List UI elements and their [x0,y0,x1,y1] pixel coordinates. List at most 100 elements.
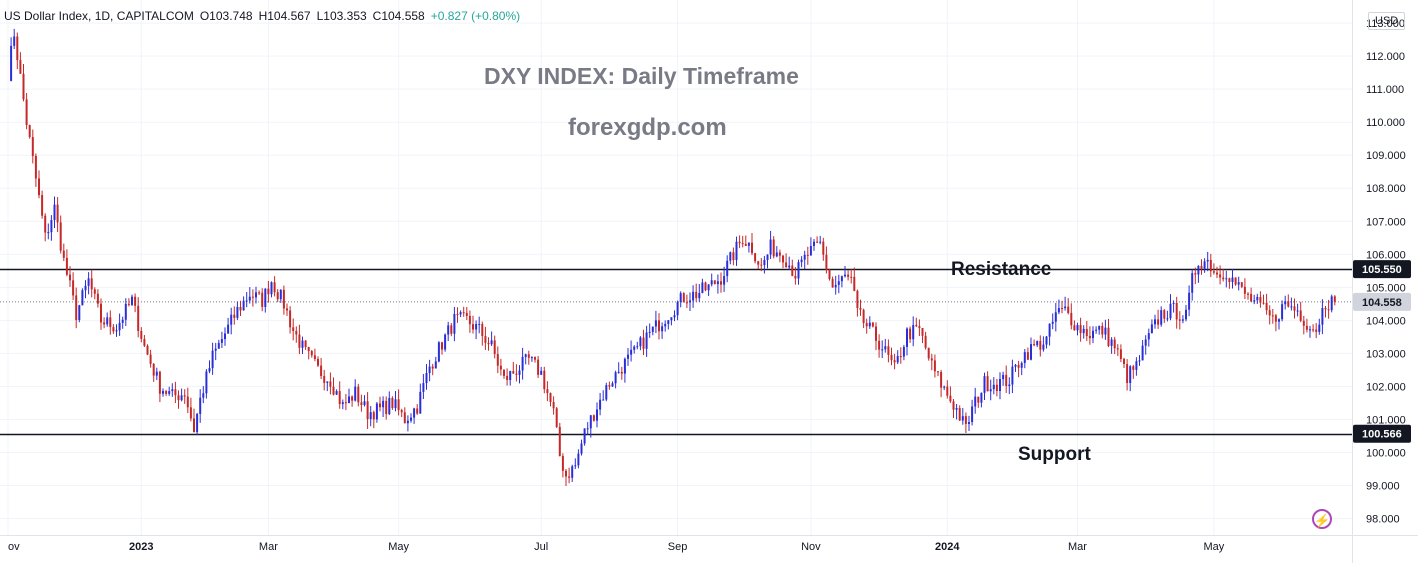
candle-body [964,416,967,425]
candle-body [1188,292,1191,310]
candle-body [540,370,543,375]
candle-body [1268,310,1271,316]
lightning-logo-icon[interactable]: ⚡ [1312,509,1332,529]
time-tick-label: 2024 [935,541,960,553]
candle-body [571,466,574,478]
candle-body [264,288,267,307]
candle-body [295,330,298,335]
candle-body [651,326,654,332]
candle-body [695,291,698,299]
candle-body [397,399,400,411]
candle-body [1318,324,1321,332]
candle-body [112,327,115,332]
candle-body [785,262,788,268]
candle-body [354,386,357,401]
candle-body [115,330,118,332]
candle-body [118,322,121,331]
candle-body [487,342,490,345]
candle-body [465,312,468,316]
candle-body [729,252,732,261]
candle-body [983,376,986,393]
candle-body [1209,259,1212,272]
candle-body [670,317,673,321]
candle-body [871,322,874,327]
candle-body [81,290,84,306]
candle-body [676,302,679,316]
candle-body [1036,340,1039,346]
candle-body [298,334,301,348]
candle-body [639,337,642,347]
candle-body [258,292,261,294]
candle-body [103,322,106,325]
price-badge-label: 105.550 [1362,264,1402,276]
time-axis[interactable]: ov 2023 Mar May Jul Sep Nov 2024 Mar May [8,541,1225,553]
price-tick-label: 113.000 [1366,18,1405,30]
candle-body [713,280,716,285]
candle-body [453,314,456,334]
candle-body [87,278,90,286]
candle-body [1147,333,1150,340]
candle-body [193,418,195,433]
candle-body [506,375,509,381]
candle-body [1206,259,1209,262]
candle-body [1073,325,1076,331]
candle-body [605,385,608,400]
candle-body [806,254,809,256]
candle-body [1324,308,1327,310]
price-tick-label: 105.000 [1366,282,1406,294]
candle-body [710,280,713,285]
candle-body [34,155,37,179]
candle-body [338,391,341,405]
price-axis[interactable]: 113.000 112.000 111.000 110.000 109.000 108.0… [1366,18,1406,525]
candle-body [586,428,589,430]
candle-body [884,346,887,350]
candle-body [1126,364,1129,384]
currency-button[interactable]: USD [1368,12,1406,30]
candle-body [1098,325,1101,330]
candle-body [1302,320,1305,326]
candle-body [763,259,766,266]
candle-body [747,242,750,246]
candle-body [1154,319,1156,325]
candle-body [850,276,853,278]
candle-body [800,259,803,263]
candle-body [577,453,580,466]
candle-body [183,395,186,397]
candle-body [819,241,822,243]
candle-body [149,354,152,364]
candle-body [949,395,952,402]
candle-body [726,260,729,277]
candle-body [617,371,620,373]
candle-body [208,368,211,372]
candle-body [323,376,326,383]
candle-body [692,291,695,301]
candle-body [1045,336,1048,345]
candle-body [16,36,19,61]
candle-body [1237,282,1240,285]
candle-body [995,384,998,391]
candle-body [363,401,366,405]
candle-body [937,371,939,373]
candle-body [351,396,354,401]
candle-body [1033,344,1036,346]
candle-body [782,255,784,263]
candle-body [543,370,546,390]
candle-body [1129,366,1132,384]
candle-body [168,391,171,394]
candle-body [1262,302,1265,304]
candle-body [673,315,676,318]
candle-body [682,293,685,303]
time-tick-label: Jul [534,541,548,553]
candle-body [518,370,521,375]
candle-body [28,125,31,138]
candle-body [1234,277,1237,285]
price-tick-label: 107.000 [1366,216,1406,228]
chart-title: DXY INDEX: Daily Timeframe [484,63,799,89]
candle-body [292,327,295,331]
candle-body [1333,296,1336,302]
candle-body [1014,364,1017,367]
candle-body [558,426,561,457]
time-tick-label: Mar [1068,541,1087,553]
candle-body [1299,310,1302,321]
